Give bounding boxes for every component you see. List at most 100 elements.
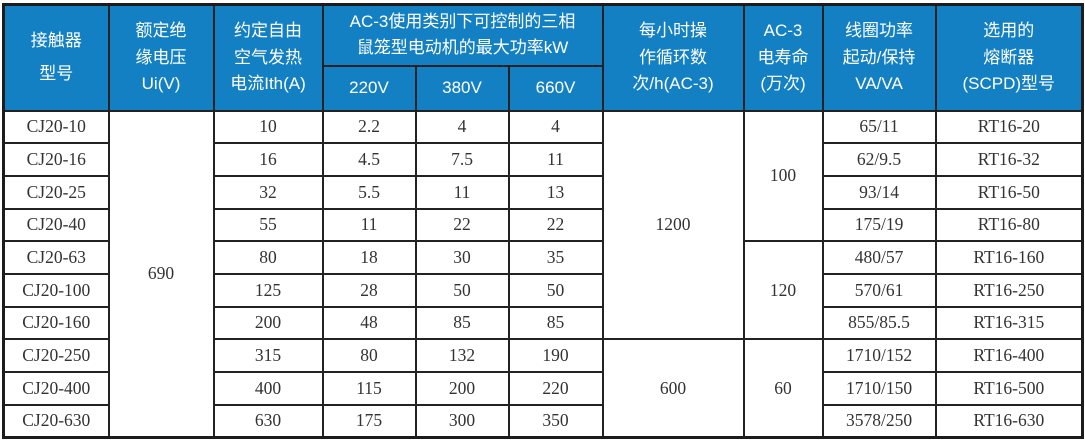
fuse-model-cell: RT16-500 bbox=[934, 371, 1084, 406]
model-cell: CJ20-630 bbox=[2, 403, 110, 439]
header-fuse-model: 选用的 熔断器 (SCPD)型号 bbox=[934, 3, 1084, 112]
fuse-model-cell: RT16-630 bbox=[934, 403, 1084, 439]
model-cell: CJ20-63 bbox=[2, 240, 110, 275]
kw-220v-cell: 11 bbox=[321, 207, 417, 243]
electrical-life-cell: 60 bbox=[742, 338, 824, 439]
kw-660v-cell: 35 bbox=[507, 240, 604, 275]
coil-power-cell: 570/61 bbox=[821, 272, 937, 308]
kw-220v-cell: 4.5 bbox=[321, 142, 417, 177]
kw-380v-cell: 22 bbox=[414, 207, 510, 243]
kw-660v-cell: 85 bbox=[507, 305, 604, 341]
model-cell: CJ20-10 bbox=[2, 109, 110, 145]
header-rated-insulation-voltage: 额定绝 缘电压 Ui(V) bbox=[107, 3, 215, 112]
model-cell: CJ20-40 bbox=[2, 207, 110, 243]
header-row-voltages: 220V 380V 660V bbox=[4, 64, 1083, 112]
kw-380v-cell: 11 bbox=[414, 174, 510, 210]
table-row: CJ20-100 125 28 50 50 570/61 RT16-250 bbox=[2, 272, 1084, 308]
kw-660v-cell: 22 bbox=[507, 207, 604, 243]
kw-380v-cell: 50 bbox=[414, 272, 510, 308]
header-thermal-current: 约定自由 空气发热 电流Ith(A) bbox=[212, 3, 324, 112]
kw-220v-cell: 18 bbox=[321, 240, 417, 275]
header-380v: 380V bbox=[414, 64, 510, 112]
table-row: CJ20-40 55 11 22 22 175/19 RT16-80 bbox=[2, 207, 1084, 243]
kw-380v-cell: 200 bbox=[414, 371, 510, 406]
kw-220v-cell: 2.2 bbox=[321, 109, 417, 145]
kw-220v-cell: 5.5 bbox=[321, 174, 417, 210]
kw-660v-cell: 13 bbox=[507, 174, 604, 210]
kw-660v-cell: 50 bbox=[507, 272, 604, 308]
fuse-model-cell: RT16-50 bbox=[934, 174, 1084, 210]
header-coil-power: 线圈功率 起动/保持 VA/VA bbox=[821, 3, 937, 112]
coil-power-cell: 93/14 bbox=[821, 174, 937, 210]
model-cell: CJ20-160 bbox=[2, 305, 110, 341]
model-cell: CJ20-100 bbox=[2, 272, 110, 308]
model-cell: CJ20-16 bbox=[2, 142, 110, 177]
thermal-current-cell: 80 bbox=[212, 240, 324, 275]
header-row-group: 接触器 型号 额定绝 缘电压 Ui(V) 约定自由 空气发热 电流Ith(A) … bbox=[2, 3, 1084, 112]
table-row: CJ20-160 200 48 85 85 855/85.5 RT16-315 bbox=[2, 305, 1084, 341]
model-cell: CJ20-25 bbox=[2, 174, 110, 210]
header-220v: 220V bbox=[321, 64, 417, 112]
table-row: CJ20-10 690 10 2.2 4 4 1200 100 65/11 RT16-20 bbox=[2, 109, 1084, 439]
coil-power-cell: 65/11 bbox=[821, 109, 937, 145]
table-row: CJ20-250 315 80 132 190 600 60 1710/152 RT16-400 bbox=[2, 338, 1084, 439]
thermal-current-cell: 315 bbox=[212, 338, 324, 373]
coil-power-cell: 1710/150 bbox=[821, 371, 937, 406]
table-row: CJ20-25 32 5.5 11 13 93/14 RT16-50 bbox=[2, 174, 1084, 210]
kw-660v-cell: 190 bbox=[507, 338, 604, 373]
fuse-model-cell: RT16-80 bbox=[934, 207, 1084, 243]
contactor-spec-table: 接触器 型号 额定绝 缘电压 Ui(V) 约定自由 空气发热 电流Ith(A) … bbox=[2, 3, 1085, 439]
kw-380v-cell: 85 bbox=[414, 305, 510, 341]
kw-660v-cell: 4 bbox=[507, 109, 604, 145]
fuse-model-cell: RT16-400 bbox=[934, 338, 1084, 373]
fuse-model-cell: RT16-160 bbox=[934, 240, 1084, 275]
kw-220v-cell: 175 bbox=[321, 403, 417, 439]
thermal-current-cell: 55 bbox=[212, 207, 324, 243]
header-660v: 660V bbox=[507, 64, 604, 112]
cycles-per-hour-cell: 1200 bbox=[601, 109, 745, 341]
header-max-power-group: AC-3使用类别下可控制的三相 鼠笼型电动机的最大功率kW bbox=[321, 3, 604, 67]
header-electrical-life: AC-3 电寿命 (万次) bbox=[742, 3, 824, 112]
kw-660v-cell: 350 bbox=[507, 403, 604, 439]
rated-insulation-voltage-cell: 690 bbox=[107, 109, 215, 439]
kw-220v-cell: 115 bbox=[321, 371, 417, 406]
electrical-life-cell: 100 bbox=[742, 109, 824, 243]
kw-380v-cell: 30 bbox=[414, 240, 510, 275]
header-model: 接触器 型号 bbox=[2, 3, 110, 112]
kw-660v-cell: 11 bbox=[507, 142, 604, 177]
table-row: CJ20-63 80 18 30 35 120 480/57 RT16-160 bbox=[2, 240, 1084, 341]
electrical-life-cell: 120 bbox=[742, 240, 824, 341]
thermal-current-cell: 32 bbox=[212, 174, 324, 210]
model-cell: CJ20-400 bbox=[2, 371, 110, 406]
table-row: CJ20-630 630 175 300 350 3578/250 RT16-630 bbox=[2, 403, 1084, 439]
coil-power-cell: 62/9.5 bbox=[821, 142, 937, 177]
fuse-model-cell: RT16-250 bbox=[934, 272, 1084, 308]
fuse-model-cell: RT16-20 bbox=[934, 109, 1084, 145]
coil-power-cell: 480/57 bbox=[821, 240, 937, 275]
kw-220v-cell: 28 bbox=[321, 272, 417, 308]
kw-220v-cell: 80 bbox=[321, 338, 417, 373]
kw-660v-cell: 220 bbox=[507, 371, 604, 406]
fuse-model-cell: RT16-32 bbox=[934, 142, 1084, 177]
model-cell: CJ20-250 bbox=[2, 338, 110, 373]
table-row: CJ20-400 400 115 200 220 1710/150 RT16-500 bbox=[2, 371, 1084, 406]
coil-power-cell: 175/19 bbox=[821, 207, 937, 243]
thermal-current-cell: 400 bbox=[212, 371, 324, 406]
table-row: CJ20-16 16 4.5 7.5 11 62/9.5 RT16-32 bbox=[2, 142, 1084, 177]
kw-220v-cell: 48 bbox=[321, 305, 417, 341]
table-body: CJ20-10 690 10 2.2 4 4 1200 100 65/11 RT16-20 CJ20… bbox=[2, 109, 1084, 439]
kw-380v-cell: 132 bbox=[414, 338, 510, 373]
thermal-current-cell: 200 bbox=[212, 305, 324, 341]
thermal-current-cell: 16 bbox=[212, 142, 324, 177]
header-cycles-per-hour: 每小时操 作循环数 次/h(AC-3) bbox=[601, 3, 745, 112]
thermal-current-cell: 125 bbox=[212, 272, 324, 308]
kw-380v-cell: 300 bbox=[414, 403, 510, 439]
fuse-model-cell: RT16-315 bbox=[934, 305, 1084, 341]
coil-power-cell: 3578/250 bbox=[821, 403, 937, 439]
thermal-current-cell: 630 bbox=[212, 403, 324, 439]
coil-power-cell: 1710/152 bbox=[821, 338, 937, 373]
kw-380v-cell: 4 bbox=[414, 109, 510, 145]
cycles-per-hour-cell: 600 bbox=[601, 338, 745, 439]
kw-380v-cell: 7.5 bbox=[414, 142, 510, 177]
